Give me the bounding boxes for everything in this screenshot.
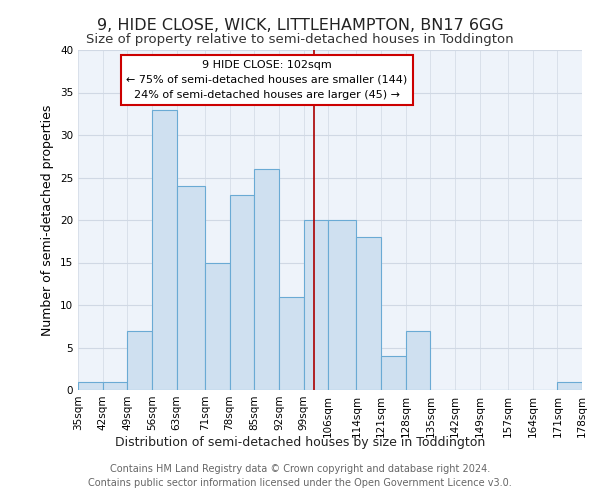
- Bar: [230, 194, 254, 390]
- Bar: [78, 382, 103, 390]
- Y-axis label: Number of semi-detached properties: Number of semi-detached properties: [41, 104, 55, 336]
- Bar: [103, 382, 127, 390]
- Bar: [328, 220, 356, 390]
- Text: Size of property relative to semi-detached houses in Toddington: Size of property relative to semi-detach…: [86, 32, 514, 46]
- Bar: [557, 382, 582, 390]
- Bar: [254, 169, 279, 390]
- Text: 9, HIDE CLOSE, WICK, LITTLEHAMPTON, BN17 6GG: 9, HIDE CLOSE, WICK, LITTLEHAMPTON, BN17…: [97, 18, 503, 32]
- Bar: [205, 262, 230, 390]
- Bar: [152, 110, 176, 390]
- Text: 9 HIDE CLOSE: 102sqm
← 75% of semi-detached houses are smaller (144)
24% of semi: 9 HIDE CLOSE: 102sqm ← 75% of semi-detac…: [127, 60, 407, 100]
- Bar: [279, 296, 304, 390]
- Bar: [381, 356, 406, 390]
- Bar: [406, 330, 430, 390]
- Text: Distribution of semi-detached houses by size in Toddington: Distribution of semi-detached houses by …: [115, 436, 485, 449]
- Bar: [304, 220, 328, 390]
- Bar: [127, 330, 152, 390]
- Bar: [356, 237, 381, 390]
- Bar: [176, 186, 205, 390]
- Text: Contains HM Land Registry data © Crown copyright and database right 2024.
Contai: Contains HM Land Registry data © Crown c…: [88, 464, 512, 487]
